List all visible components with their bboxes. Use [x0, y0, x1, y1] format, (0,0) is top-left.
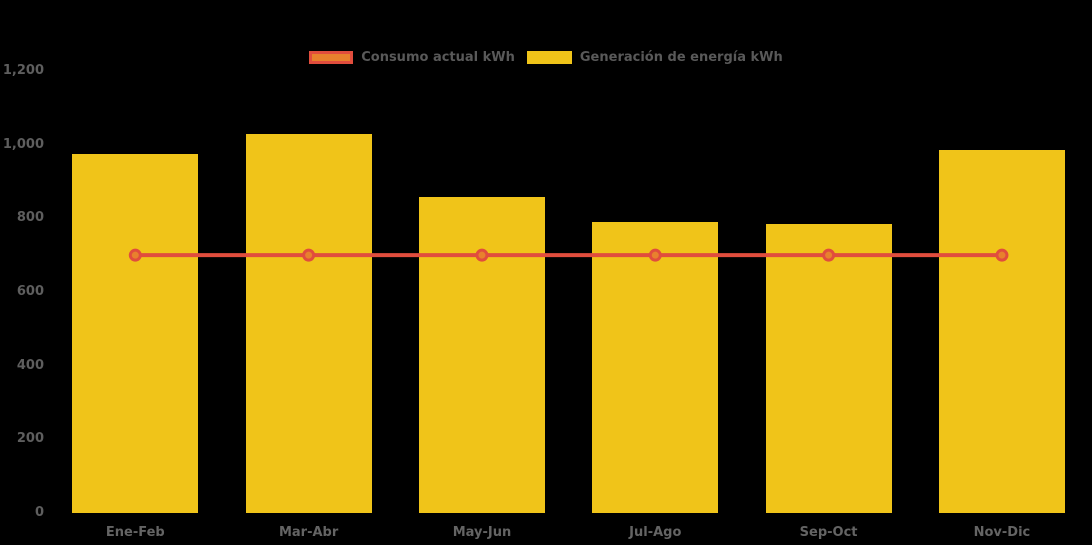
y-axis-label: 1,000 — [2, 136, 44, 152]
x-axis-label: Jul-Ago — [629, 525, 682, 540]
chart-legend: Consumo actual kWh Generación de energía… — [0, 44, 1092, 70]
legend-label-consumo: Consumo actual kWh — [361, 49, 515, 65]
y-axis-label: 800 — [16, 210, 44, 226]
generation-bar[interactable] — [765, 223, 892, 513]
generation-bar[interactable] — [592, 222, 719, 513]
legend-item-generacion[interactable]: Generación de energía kWh — [526, 49, 783, 65]
legend-label-generacion: Generación de energía kWh — [579, 49, 783, 65]
y-axis-label: 1,200 — [2, 63, 44, 78]
line-marker[interactable] — [648, 248, 662, 262]
generation-bar[interactable] — [245, 133, 372, 513]
generation-bar[interactable] — [938, 150, 1065, 513]
generation-bar[interactable] — [72, 153, 199, 513]
y-axis-label: 0 — [34, 505, 44, 520]
line-marker[interactable] — [475, 248, 489, 262]
consumo-swatch-icon — [309, 50, 354, 64]
legend-item-consumo[interactable]: Consumo actual kWh — [309, 50, 515, 65]
line-marker[interactable] — [302, 248, 316, 262]
y-axis-label: 400 — [16, 357, 44, 373]
generacion-swatch-icon — [526, 50, 572, 64]
x-axis-label: Nov-Dic — [973, 525, 1031, 540]
line-marker[interactable] — [995, 248, 1009, 262]
line-marker[interactable] — [822, 248, 836, 262]
x-axis-label: May-Jun — [452, 525, 512, 540]
x-axis-label: Ene-Feb — [105, 525, 165, 540]
y-axis-label: 600 — [16, 284, 44, 299]
x-axis-label: Sep-Oct — [799, 525, 858, 540]
x-axis-label: Mar-Abr — [278, 525, 339, 540]
line-marker[interactable] — [128, 248, 142, 262]
y-axis-label: 200 — [16, 431, 44, 447]
